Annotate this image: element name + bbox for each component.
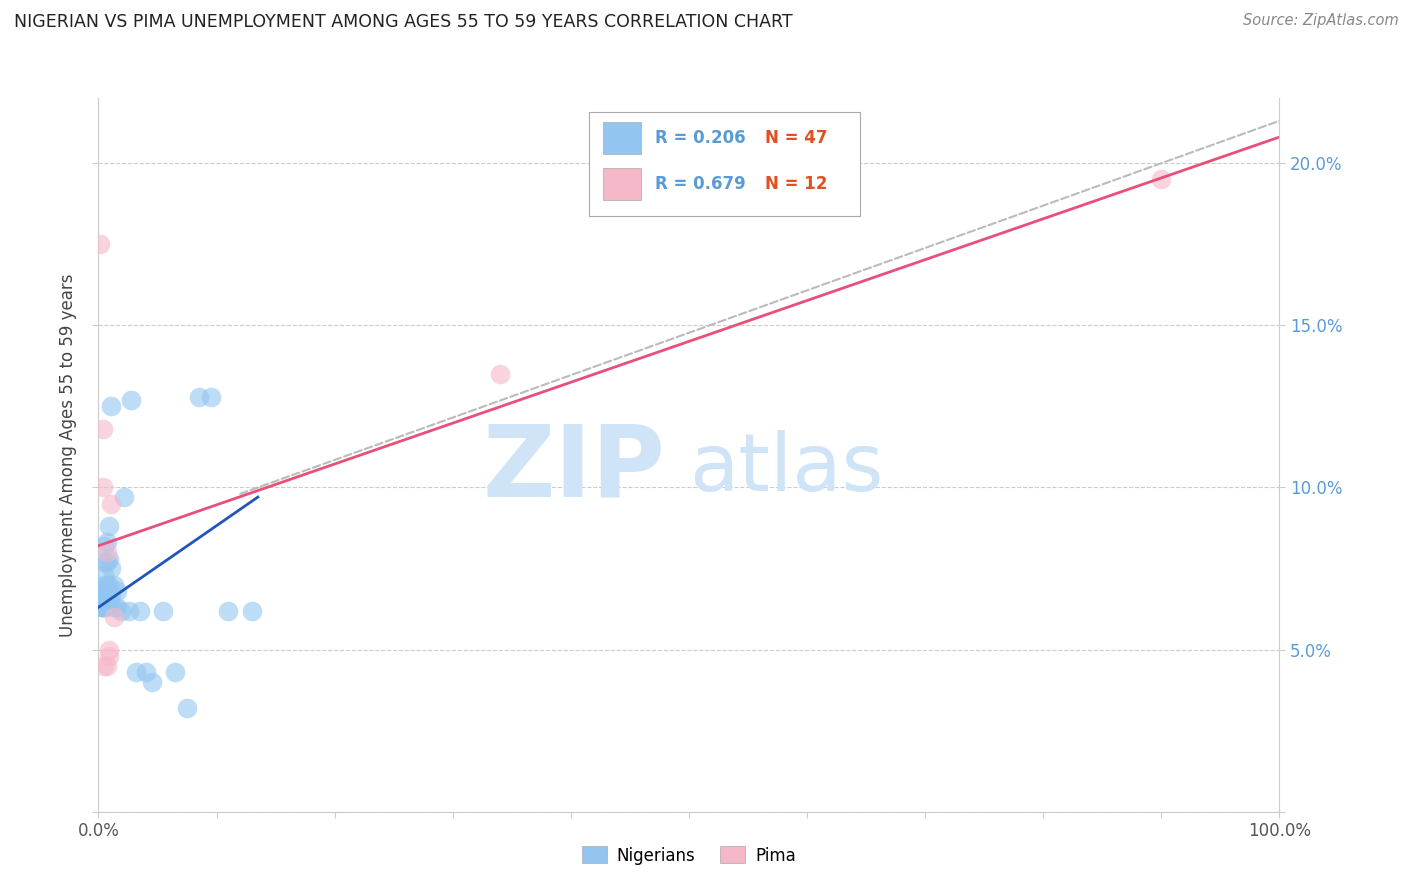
Text: N = 47: N = 47: [765, 128, 827, 146]
Point: [93, 594, 115, 608]
Point: [91, 587, 114, 601]
Point: [96, 577, 118, 591]
Point: [103, 600, 125, 615]
Point: [91, 591, 114, 605]
Point: [96, 535, 118, 549]
Point: [93, 658, 115, 673]
Point: [176, 701, 198, 715]
Point: [93, 587, 115, 601]
Point: [128, 604, 150, 618]
Point: [91, 422, 114, 436]
Point: [91, 594, 114, 608]
Point: [91, 584, 114, 599]
Point: [152, 604, 174, 618]
Point: [1150, 172, 1173, 186]
Point: [141, 675, 163, 690]
Point: [96, 555, 118, 569]
Point: [98, 648, 121, 663]
Text: R = 0.679: R = 0.679: [655, 176, 745, 194]
Point: [200, 390, 222, 404]
Text: R = 0.206: R = 0.206: [655, 128, 745, 146]
Point: [112, 490, 135, 504]
Point: [98, 519, 121, 533]
Point: [96, 591, 118, 605]
Point: [93, 600, 115, 615]
Point: [93, 577, 115, 591]
Text: ZIP: ZIP: [482, 421, 665, 517]
Point: [103, 577, 125, 591]
Point: [91, 480, 114, 494]
Text: N = 12: N = 12: [765, 176, 827, 194]
Point: [105, 600, 128, 615]
Point: [96, 545, 118, 559]
Bar: [603, 121, 641, 153]
Legend: Nigerians, Pima: Nigerians, Pima: [575, 839, 803, 871]
Point: [217, 604, 239, 618]
Point: [98, 551, 121, 566]
Point: [91, 600, 114, 615]
Bar: [603, 169, 641, 201]
Text: NIGERIAN VS PIMA UNEMPLOYMENT AMONG AGES 55 TO 59 YEARS CORRELATION CHART: NIGERIAN VS PIMA UNEMPLOYMENT AMONG AGES…: [14, 13, 793, 31]
Point: [91, 600, 114, 615]
Point: [103, 610, 125, 624]
Point: [187, 390, 209, 404]
Text: atlas: atlas: [689, 430, 883, 508]
Point: [91, 587, 114, 601]
Point: [89, 237, 111, 252]
Point: [98, 577, 121, 591]
Point: [121, 392, 143, 407]
Point: [91, 600, 114, 615]
Point: [96, 600, 118, 615]
Point: [110, 604, 132, 618]
Point: [93, 568, 115, 582]
Point: [240, 604, 263, 618]
Point: [165, 665, 187, 680]
Point: [118, 604, 141, 618]
Point: [100, 497, 122, 511]
Point: [489, 367, 512, 381]
Point: [100, 561, 122, 575]
Point: [100, 399, 122, 413]
Point: [96, 658, 118, 673]
Text: Source: ZipAtlas.com: Source: ZipAtlas.com: [1243, 13, 1399, 29]
Point: [105, 584, 128, 599]
Point: [100, 587, 122, 601]
Point: [98, 642, 121, 657]
Point: [93, 555, 115, 569]
Y-axis label: Unemployment Among Ages 55 to 59 years: Unemployment Among Ages 55 to 59 years: [59, 273, 77, 637]
Point: [125, 665, 148, 680]
Point: [93, 539, 115, 553]
Point: [91, 594, 114, 608]
Point: [135, 665, 157, 680]
Point: [98, 594, 121, 608]
FancyBboxPatch shape: [589, 112, 860, 216]
